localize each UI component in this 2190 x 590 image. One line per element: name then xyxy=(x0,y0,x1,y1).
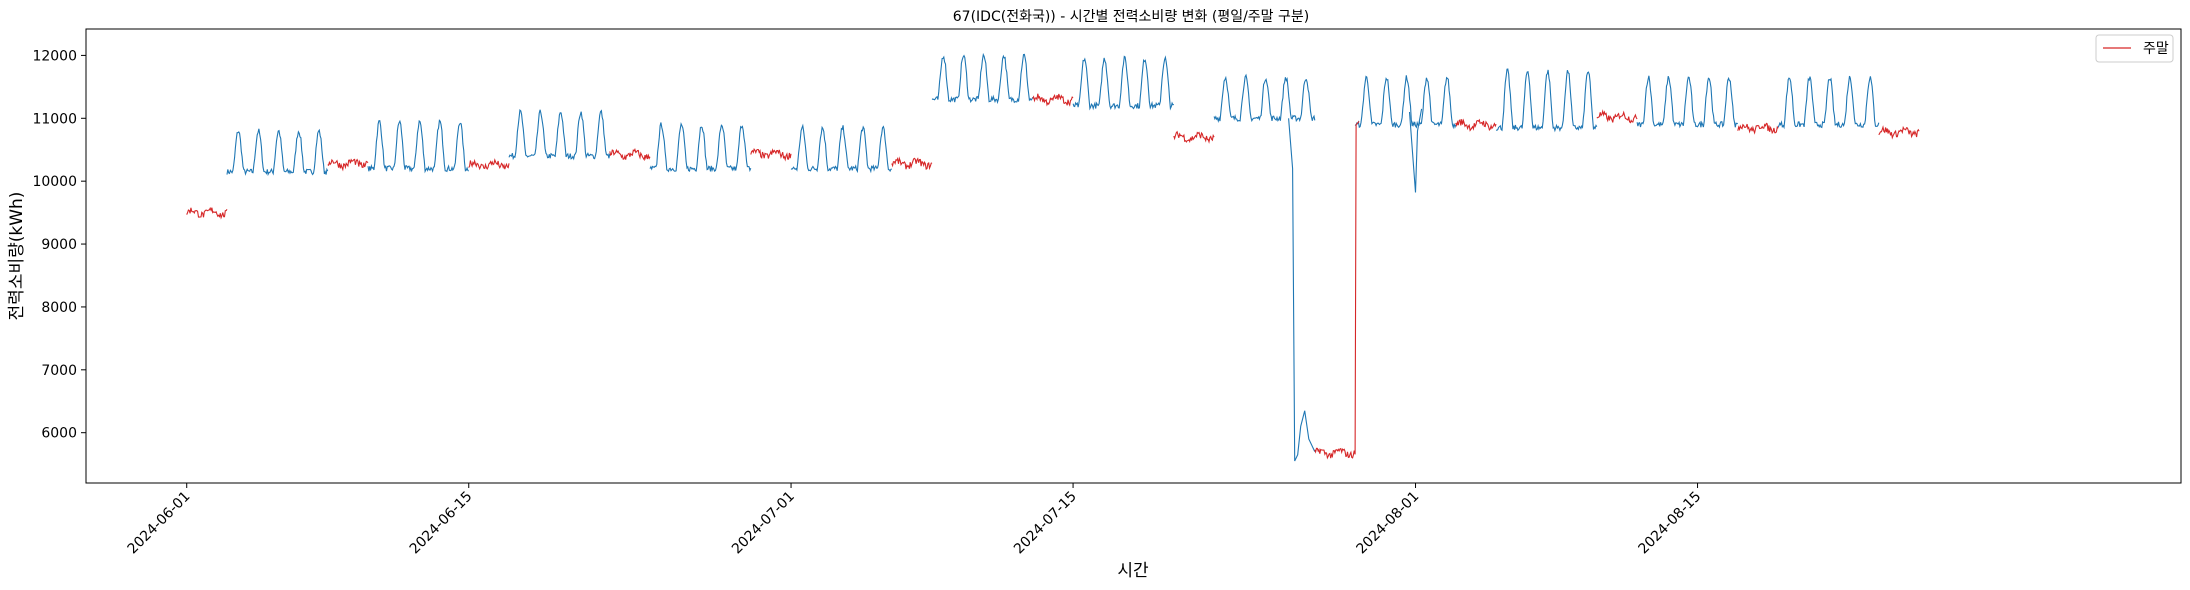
weekday-series-line xyxy=(1072,55,1175,111)
y-axis-label: 전력소비량(kWh) xyxy=(7,192,27,321)
weekend-series-line xyxy=(1314,121,1360,460)
weekend-series-line xyxy=(327,158,369,172)
weekday-series-line xyxy=(649,122,752,173)
axes-frame xyxy=(85,28,2182,484)
weekend-series-line xyxy=(1173,130,1215,144)
legend-entry-weekend: 주말 xyxy=(2143,41,2169,57)
legend: 주말 xyxy=(2095,34,2174,63)
weekday-event-line xyxy=(1288,118,1316,462)
weekend-series-line xyxy=(1737,122,1779,135)
y-tick-label: 10000 xyxy=(32,174,77,190)
weekday-series-line xyxy=(931,52,1034,105)
weekend-series-line xyxy=(891,156,933,171)
plot-area xyxy=(85,28,2182,484)
y-axis: 6000 7000 8000 9000 10000 11000 12000 xyxy=(32,48,86,442)
weekday-series-line xyxy=(790,123,892,174)
weekday-series-line xyxy=(226,128,329,177)
weekday-series-line xyxy=(508,108,611,161)
y-tick-label: 8000 xyxy=(41,300,77,316)
weekend-series-line xyxy=(1596,109,1638,124)
y-tick-label: 7000 xyxy=(41,363,77,379)
x-axis-label: 시간 xyxy=(1117,561,1149,581)
weekend-series-line xyxy=(1455,118,1497,132)
weekend-series-line xyxy=(609,147,651,162)
chart-title: 67(IDC(전화국)) - 시간별 전력소비량 변화 (평일/주말 구분) xyxy=(953,9,1309,25)
weekday-series-line xyxy=(1636,75,1738,129)
legend-box xyxy=(2095,34,2174,63)
y-tick-label: 12000 xyxy=(32,48,77,64)
weekday-series-line xyxy=(1354,75,1457,130)
y-tick-label: 6000 xyxy=(41,426,77,442)
weekend-series-line xyxy=(186,206,228,220)
weekend-series-line xyxy=(468,158,510,171)
weekday-series-line xyxy=(1495,68,1598,133)
series-layer xyxy=(186,52,1920,462)
y-tick-label: 9000 xyxy=(41,237,77,253)
weekday-series-line xyxy=(1777,75,1880,130)
weekday-series-line xyxy=(367,119,469,174)
weekend-series-line xyxy=(1878,125,1920,140)
weekend-series-line xyxy=(750,147,792,162)
y-tick-label: 11000 xyxy=(32,111,77,127)
weekday-event-line xyxy=(1408,108,1423,193)
weekend-series-line xyxy=(1032,93,1074,107)
weekday-series-line xyxy=(1213,73,1316,123)
